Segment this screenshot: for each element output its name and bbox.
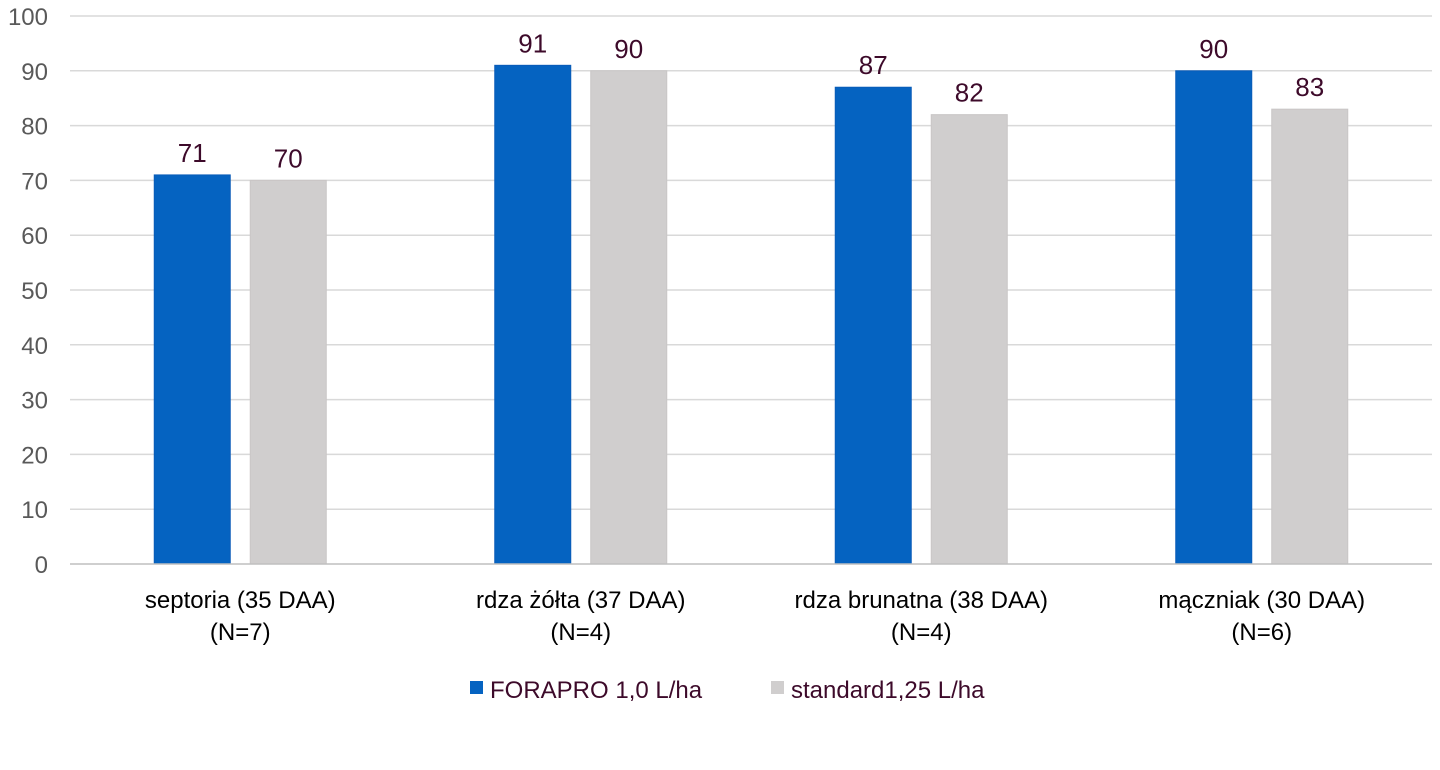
bar (153, 174, 231, 565)
category-label: mączniak (30 DAA) (1158, 587, 1365, 614)
legend-label: FORAPRO 1,0 L/ha (490, 677, 703, 704)
data-labels: 71 70 91 90 87 82 90 83 (178, 28, 1324, 173)
data-label: 82 (955, 78, 984, 108)
y-tick-label: 60 (21, 223, 48, 250)
bar (834, 86, 912, 565)
category-labels: septoria (35 DAA) (N=7) rdza żółta (37 DAA… (145, 587, 1365, 646)
category-label: (N=6) (1231, 619, 1292, 646)
legend-swatch (470, 681, 483, 694)
bar (494, 64, 572, 565)
y-tick-label: 100 (8, 4, 48, 31)
data-label: 90 (1199, 34, 1228, 64)
y-tick-label: 70 (21, 168, 48, 195)
y-tick-label: 50 (21, 278, 48, 305)
category-label: rdza żółta (37 DAA) (476, 587, 685, 614)
category-label: (N=4) (891, 619, 952, 646)
data-label: 91 (518, 28, 547, 58)
bar (249, 179, 327, 565)
category-label: septoria (35 DAA) (145, 587, 336, 614)
legend: FORAPRO 1,0 L/ha standard1,25 L/ha (470, 677, 985, 704)
data-label: 70 (274, 143, 303, 173)
y-tick-label: 20 (21, 442, 48, 469)
data-label: 83 (1295, 72, 1324, 102)
bars (153, 64, 1349, 565)
y-tick-label: 90 (21, 59, 48, 86)
y-tick-label: 40 (21, 333, 48, 360)
y-tick-label: 30 (21, 388, 48, 415)
data-label: 90 (614, 34, 643, 64)
bar (1271, 108, 1349, 565)
category-label: (N=7) (210, 619, 271, 646)
legend-label: standard1,25 L/ha (791, 677, 985, 704)
bar (930, 114, 1008, 565)
y-tick-label: 10 (21, 497, 48, 524)
data-label: 71 (178, 138, 207, 168)
bar (1175, 70, 1253, 565)
category-label: rdza brunatna (38 DAA) (795, 587, 1048, 614)
category-label: (N=4) (550, 619, 611, 646)
bar (590, 70, 668, 565)
legend-swatch (771, 681, 784, 694)
y-axis-ticks: 0 10 20 30 40 50 60 70 80 90 100 (8, 4, 48, 579)
data-label: 87 (859, 50, 888, 80)
y-tick-label: 80 (21, 114, 48, 141)
y-tick-label: 0 (35, 552, 48, 579)
